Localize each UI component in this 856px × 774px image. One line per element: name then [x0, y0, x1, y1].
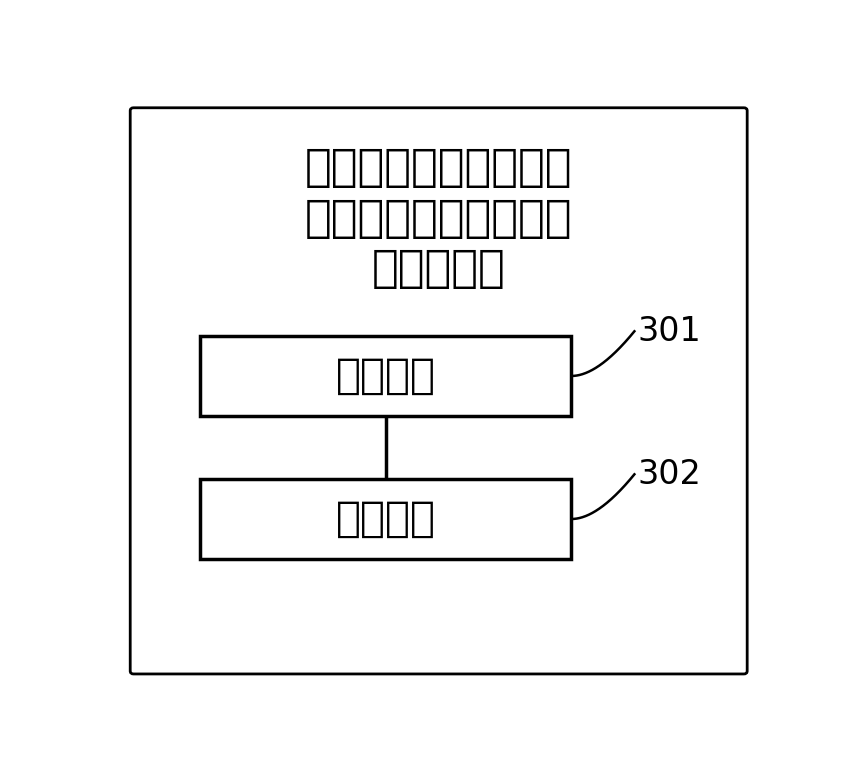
Text: 302: 302: [638, 457, 702, 491]
FancyBboxPatch shape: [130, 108, 747, 674]
Text: 互联综合接地系统的铁: 互联综合接地系统的铁: [305, 146, 573, 189]
Text: 路牵引变电所雷击安全: 路牵引变电所雷击安全: [305, 197, 573, 239]
Text: 评价模块: 评价模块: [336, 498, 436, 540]
Text: 性评价系统: 性评价系统: [372, 247, 506, 290]
Bar: [199, 479, 572, 560]
Text: 仿真模块: 仿真模块: [336, 355, 436, 397]
Bar: [199, 336, 572, 416]
Text: 301: 301: [638, 315, 701, 348]
